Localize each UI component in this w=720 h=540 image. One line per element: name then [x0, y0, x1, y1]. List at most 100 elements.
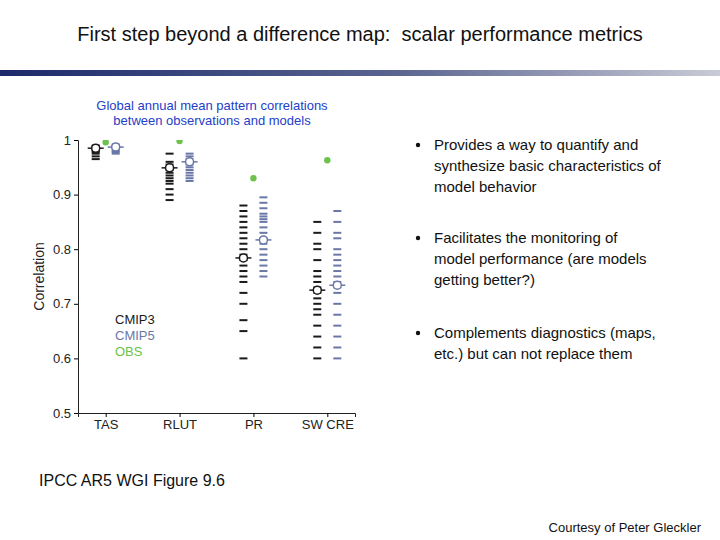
- model-dash: [333, 265, 341, 267]
- mean-circle: [112, 143, 120, 151]
- model-dash: [186, 180, 194, 182]
- series-obs: [103, 140, 331, 181]
- plot-marks: [88, 140, 346, 358]
- bullet-dot: [416, 143, 420, 147]
- model-dash: [92, 155, 100, 157]
- model-dash: [313, 314, 321, 316]
- model-dash: [259, 232, 267, 234]
- model-dash: [333, 254, 341, 256]
- model-dash: [333, 357, 341, 359]
- model-dash: [239, 281, 247, 283]
- model-dash: [112, 153, 120, 155]
- model-dash: [259, 213, 267, 215]
- x-tick-label: RLUT: [163, 417, 197, 432]
- series-cmip3: [88, 144, 326, 358]
- model-dash: [259, 218, 267, 220]
- model-dash: [186, 169, 194, 171]
- model-dash: [333, 325, 341, 327]
- model-dash: [333, 210, 341, 212]
- mean-marker: [162, 164, 178, 172]
- figure-caption: IPCC AR5 WGI Figure 9.6: [39, 472, 225, 489]
- model-dash: [166, 177, 174, 179]
- model-dash: [166, 174, 174, 176]
- model-dash: [259, 202, 267, 204]
- bullet-text: synthesize basic characteristics of: [434, 157, 662, 174]
- mean-circle: [186, 158, 194, 166]
- bullet-text: Complements diagnostics (maps,: [434, 324, 656, 341]
- y-tick: 0.9: [53, 187, 78, 202]
- model-dash: [333, 346, 341, 348]
- y-tick: 1: [64, 133, 78, 148]
- model-dash: [313, 325, 321, 327]
- model-dash: [333, 221, 341, 223]
- model-dash: [313, 248, 321, 250]
- mean-marker: [235, 254, 251, 262]
- obs-dot: [324, 157, 330, 163]
- bullet-text: Provides a way to quantify and: [434, 136, 638, 153]
- model-dash: [259, 270, 267, 272]
- model-dash: [313, 243, 321, 245]
- model-dash: [313, 259, 321, 261]
- x-tick-label: SW CRE: [302, 417, 354, 432]
- x-tick-label: TAS: [94, 417, 119, 432]
- mean-circle: [239, 254, 247, 262]
- model-dash: [239, 226, 247, 228]
- model-dash: [239, 303, 247, 305]
- mean-marker: [255, 236, 271, 244]
- model-dash: [333, 314, 341, 316]
- model-dash: [333, 259, 341, 261]
- model-dash: [239, 232, 247, 234]
- y-tick-mark: [74, 249, 78, 250]
- model-dash: [313, 281, 321, 283]
- model-dash: [259, 265, 267, 267]
- model-dash: [259, 254, 267, 256]
- model-dash: [239, 205, 247, 207]
- mean-circle: [313, 286, 321, 294]
- model-dash: [313, 346, 321, 348]
- bullet-text: model behavior: [434, 178, 537, 195]
- model-dash: [92, 158, 100, 160]
- y-tick-label: 0.7: [53, 296, 71, 311]
- model-dash: [166, 199, 174, 201]
- model-dash: [239, 215, 247, 217]
- y-axis-line: [74, 141, 79, 414]
- model-dash: [313, 336, 321, 338]
- mean-marker: [88, 144, 104, 152]
- bullet-text: etc.) but can not replace them: [434, 345, 632, 362]
- model-dash: [166, 188, 174, 190]
- model-dash: [313, 270, 321, 272]
- bullet-text: Facilitates the monitoring of: [434, 229, 618, 246]
- y-tick-label: 0.8: [53, 242, 71, 257]
- model-dash: [313, 276, 321, 278]
- bullet-text: getting better?): [434, 271, 535, 288]
- credit: Courtesy of Peter Gleckler: [549, 520, 702, 535]
- model-dash: [239, 210, 247, 212]
- model-dash: [239, 265, 247, 267]
- model-dash: [313, 308, 321, 310]
- y-tick-mark: [74, 413, 78, 414]
- model-dash: [259, 215, 267, 217]
- model-dash: [313, 303, 321, 305]
- model-dash: [333, 303, 341, 305]
- y-axis: 0.50.60.70.80.91: [53, 133, 79, 421]
- chart-title: Global annual mean pattern correlations: [96, 98, 328, 113]
- model-dash: [186, 155, 194, 157]
- model-dash: [166, 194, 174, 196]
- divider: [0, 70, 720, 76]
- model-dash: [333, 248, 341, 250]
- mean-circle: [259, 236, 267, 244]
- model-dash: [313, 221, 321, 223]
- x-axis: TASRLUTPRSW CRE: [79, 413, 356, 432]
- slide-title: First step beyond a difference map: scal…: [77, 23, 642, 45]
- model-dash: [186, 166, 194, 168]
- mean-marker: [309, 286, 325, 294]
- model-dash: [239, 221, 247, 223]
- model-dash: [239, 357, 247, 359]
- x-tick: SW CRE: [302, 413, 354, 432]
- model-dash: [333, 292, 341, 294]
- y-tick-label: 0.9: [53, 187, 71, 202]
- model-dash: [333, 237, 341, 239]
- model-dash: [166, 161, 174, 163]
- model-dash: [259, 226, 267, 228]
- y-axis-title: Correlation: [31, 242, 47, 310]
